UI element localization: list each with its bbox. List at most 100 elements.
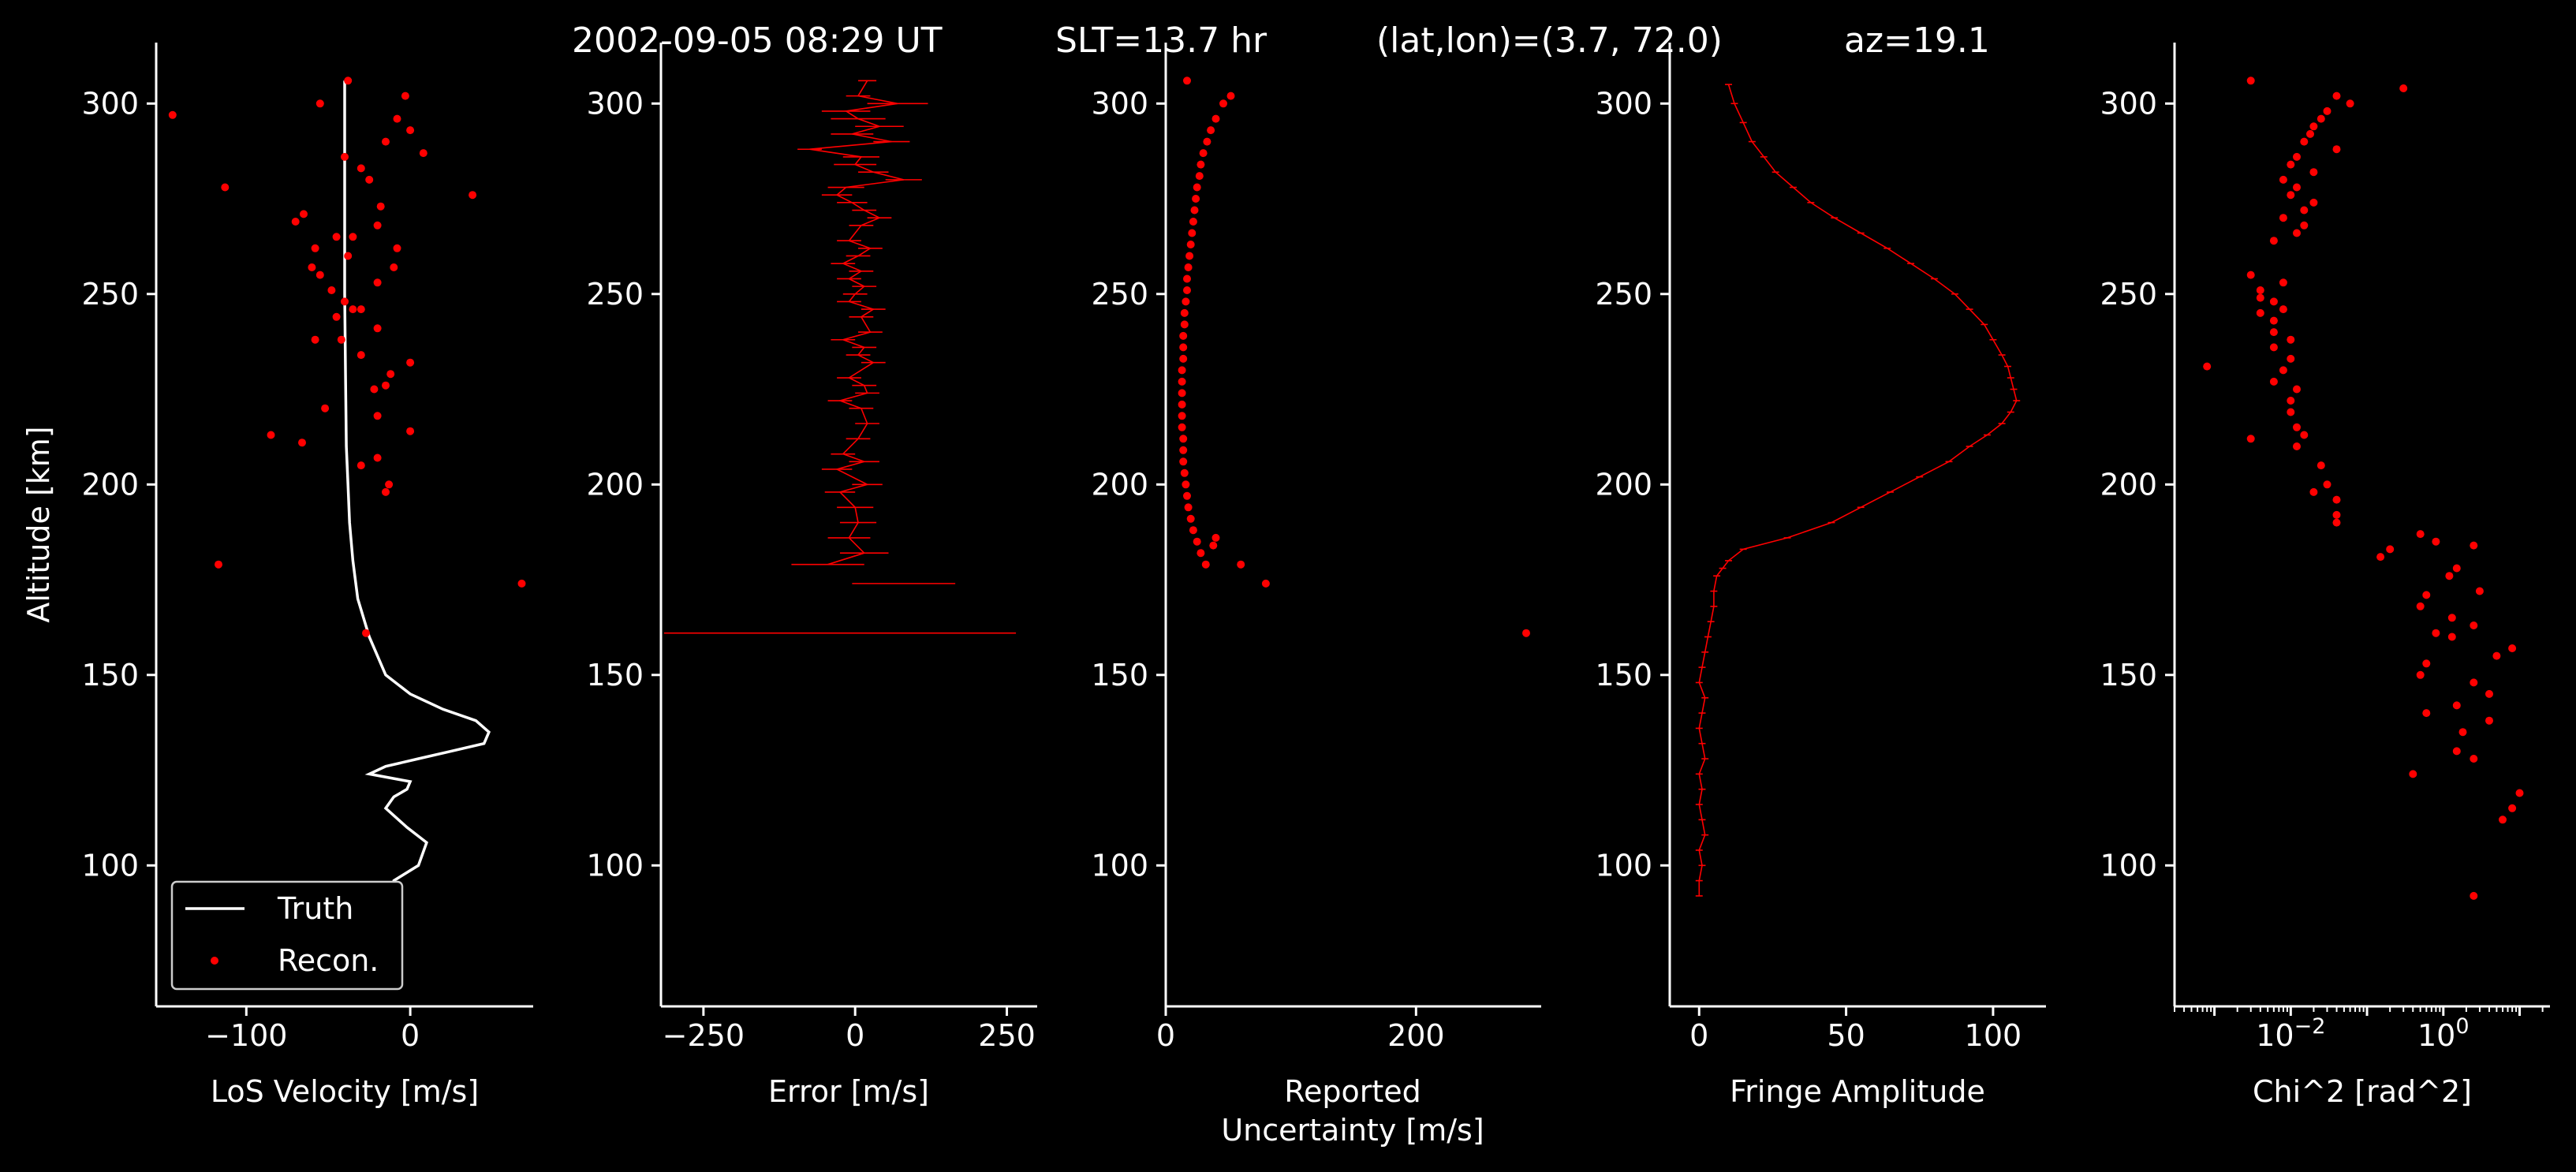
data-point [2475,587,2484,595]
data-point [2269,237,2278,245]
data-point [311,244,319,252]
data-point [1180,320,1189,329]
data-point [2409,770,2417,778]
data-point [406,427,415,435]
x-axis-label: Error [m/s] [768,1074,929,1109]
data-point [2416,530,2425,539]
data-point [2452,747,2461,756]
data-point [2422,709,2431,718]
y-tick-label: 150 [2100,658,2157,692]
data-point [2309,487,2318,496]
data-point [2287,397,2295,405]
data-point [2246,435,2255,443]
data-point [1179,446,1188,454]
data-point [2246,77,2255,85]
data-point [2332,518,2341,527]
data-point [2470,891,2478,900]
y-tick-label: 300 [1595,86,1652,121]
data-point [1179,354,1188,363]
data-point [1183,491,1191,500]
y-ticks: 100 150 200 250 300 [81,86,156,883]
data-point [2293,229,2301,237]
x-tick-label: 250 [978,1018,1036,1053]
data-point [267,431,275,439]
data-point [2293,423,2301,431]
data-point [291,218,300,226]
data-point [2447,633,2456,641]
data-point [315,271,324,279]
data-point [341,297,349,306]
data-point [517,579,526,588]
data-point [2416,602,2425,610]
data-point [311,335,319,344]
data-point [2269,316,2278,325]
data-point [2293,442,2301,450]
data-point [373,324,382,333]
data-point [221,183,230,192]
data-point [2300,206,2309,215]
y-tick-label: 100 [586,848,644,883]
y-tick-label: 300 [1091,86,1148,121]
data-point [2256,286,2264,294]
data-point [406,358,415,367]
data-point [1190,206,1199,215]
data-point [370,385,379,394]
data-point [1192,195,1200,203]
data-point [357,351,365,360]
x-tick-label: −250 [663,1018,745,1053]
data-point [1261,579,1270,588]
data-point [332,233,341,241]
data-point [2293,152,2301,161]
data-point [2246,271,2255,279]
data-point [1195,172,1204,181]
data-point [2203,362,2212,371]
data-point [2445,572,2454,580]
x-ticks: 10−2 100 [2174,1006,2544,1053]
data-point [308,263,316,271]
data-point [2279,366,2287,375]
data-point [1522,629,1530,637]
data-point [1189,218,1197,226]
plot-marks [2203,77,2524,900]
plot-marks [663,80,1017,634]
data-point [2293,183,2301,192]
y-ticks: 100 150 200 250 300 [2100,86,2175,883]
x-axis-label-line1: Reported [1284,1074,1421,1109]
data-point [2309,198,2318,207]
data-point [2323,480,2331,489]
data-point [390,263,398,271]
data-point [298,439,306,447]
y-tick-label: 150 [81,658,139,692]
data-point [385,480,394,489]
data-point [168,110,177,119]
y-tick-label: 250 [2100,277,2157,312]
data-point [341,152,349,161]
data-point [2256,293,2264,302]
y-tick-label: 100 [2100,848,2157,883]
data-point [1178,400,1186,409]
legend-recon-swatch [211,957,218,965]
x-ticks: 0 200 [1156,1006,1445,1053]
data-point [1180,308,1189,317]
x-tick-label: −100 [205,1018,287,1053]
data-point [1186,241,1195,248]
data-point [373,453,382,462]
plot-marks [1178,77,1530,637]
data-point [2470,541,2478,550]
data-point [2332,91,2341,100]
data-point [2452,564,2461,573]
data-point [2269,343,2278,352]
data-point [349,233,357,241]
data-point [2332,145,2341,154]
data-point [2515,789,2524,797]
data-point [344,77,353,85]
x-ticks: −250 0 250 [663,1006,1036,1053]
y-ticks: 100 150 200 250 300 [1595,86,1670,883]
data-point [2287,354,2295,363]
x-tick-label: 100 [2417,1014,2470,1053]
data-point [393,114,401,123]
data-point [1183,274,1191,283]
panel-reported-uncertainty: 100 150 200 250 300 0 200 Reported Uncertaint… [1091,43,1541,1148]
data-point [1219,99,1227,108]
data-point [1226,91,1235,100]
